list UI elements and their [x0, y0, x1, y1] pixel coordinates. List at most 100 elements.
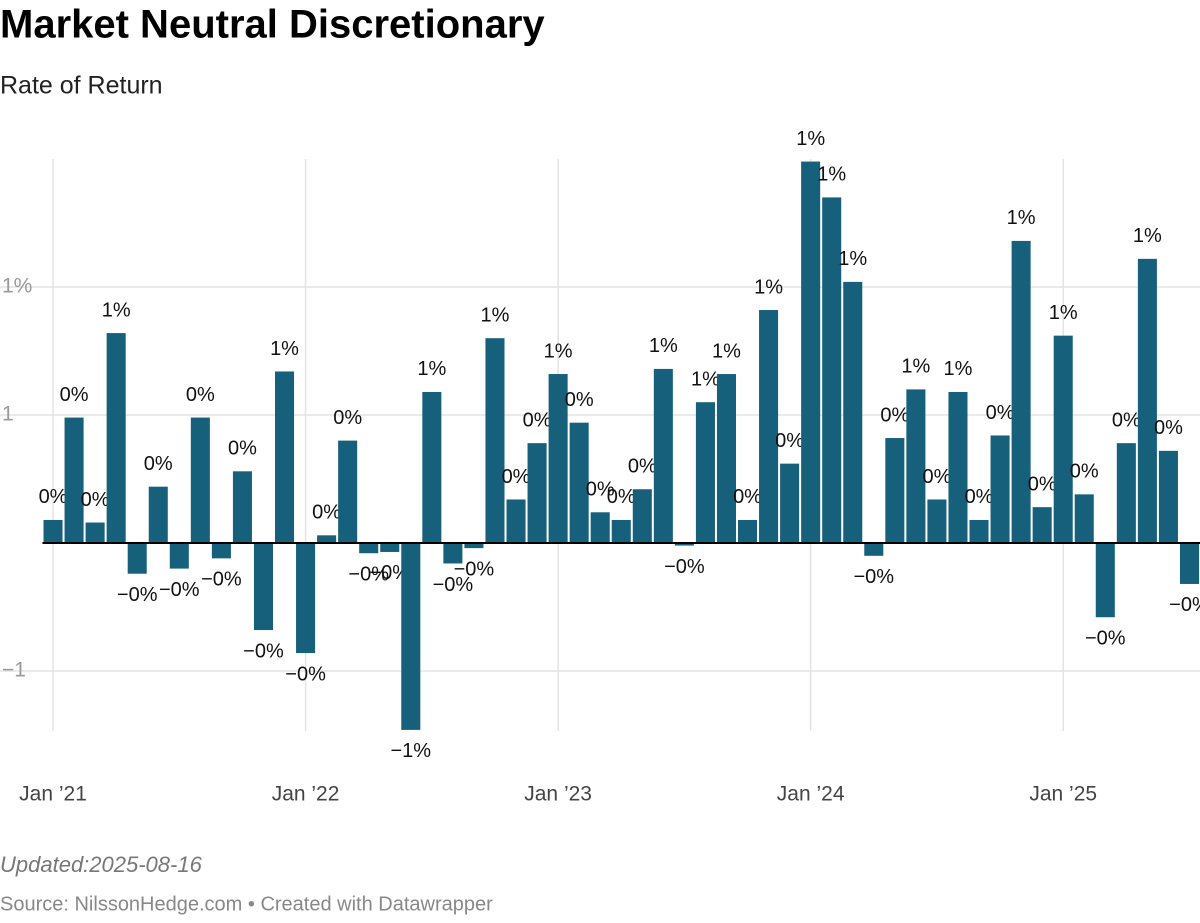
data-label: 0%	[586, 479, 615, 501]
data-label: −0%	[853, 566, 894, 588]
bar	[527, 443, 547, 543]
data-label: 1%	[796, 128, 825, 150]
bar	[611, 519, 631, 543]
bar	[822, 197, 842, 543]
bar	[569, 422, 589, 543]
data-label: 0%	[502, 466, 531, 488]
bar	[85, 522, 105, 543]
data-label: −0%	[243, 640, 284, 662]
bar	[632, 489, 652, 543]
bar	[1095, 543, 1115, 618]
data-label: −0%	[1169, 594, 1200, 616]
data-label: 1%	[712, 340, 741, 362]
data-label: −0%	[369, 562, 410, 584]
bar	[359, 543, 379, 554]
data-label: 0%	[1028, 473, 1057, 495]
bar	[590, 512, 610, 543]
bar	[317, 535, 337, 543]
bar	[232, 471, 252, 543]
data-label: −0%	[285, 663, 326, 685]
data-label: 1%	[944, 358, 973, 380]
updated-note: Updated:2025-08-16	[0, 852, 203, 877]
data-label: 0%	[1154, 417, 1183, 439]
bar	[485, 338, 505, 543]
data-label: −0%	[201, 569, 242, 591]
data-label: 0%	[333, 407, 362, 429]
data-label: 1%	[649, 335, 678, 357]
x-tick-label: Jan ’24	[777, 783, 845, 806]
data-label: 1%	[1007, 207, 1036, 229]
bar	[506, 499, 526, 543]
data-label: 0%	[1112, 409, 1141, 431]
data-label: 0%	[965, 486, 994, 508]
y-tick-label: 1%	[2, 275, 32, 298]
bar	[1032, 507, 1052, 543]
bar	[64, 417, 84, 543]
data-label: 1%	[544, 340, 573, 362]
bar	[296, 543, 316, 654]
data-label: −0%	[433, 574, 474, 596]
bar	[738, 519, 758, 543]
data-label: 1%	[481, 304, 510, 326]
bar	[190, 417, 210, 543]
bar	[969, 519, 989, 543]
bar	[653, 368, 673, 543]
data-label: 0%	[880, 404, 909, 426]
bar	[401, 543, 421, 730]
data-label: 0%	[186, 384, 215, 406]
bar	[843, 281, 863, 543]
data-label: 0%	[81, 489, 110, 511]
bar	[906, 389, 926, 543]
data-label: −0%	[117, 584, 158, 606]
bar	[43, 519, 63, 543]
data-label: −0%	[454, 558, 495, 580]
data-label: 0%	[733, 486, 762, 508]
bar	[127, 543, 147, 574]
bar	[1158, 450, 1178, 543]
bar	[338, 440, 358, 543]
data-label: 0%	[228, 438, 257, 460]
chart-subtitle: Rate of Return	[0, 72, 163, 100]
data-label: 0%	[312, 502, 341, 524]
data-label: 1%	[901, 356, 930, 378]
bar	[422, 391, 442, 543]
bar	[464, 543, 484, 549]
data-label: 0%	[775, 430, 804, 452]
bar	[443, 543, 463, 564]
bar	[695, 402, 715, 543]
data-label: 0%	[1070, 461, 1099, 483]
source-note: Source: NilssonHedge.com • Created with …	[0, 893, 493, 915]
bar	[674, 543, 694, 546]
x-tick-label: Jan ’22	[272, 783, 340, 806]
data-label: 1%	[691, 368, 720, 390]
data-label: 0%	[986, 402, 1015, 424]
bar	[148, 486, 168, 543]
x-tick-label: Jan ’25	[1029, 783, 1097, 806]
bar	[885, 438, 905, 543]
bar	[927, 499, 947, 543]
data-label: 0%	[628, 456, 657, 478]
y-tick-label: 1	[2, 403, 14, 426]
data-label: 0%	[523, 409, 552, 431]
data-label: 1%	[270, 338, 299, 360]
bar	[716, 374, 736, 543]
data-label: 0%	[565, 389, 594, 411]
bar	[990, 435, 1010, 543]
data-label: 0%	[60, 384, 89, 406]
bar	[1137, 258, 1157, 543]
data-label: −0%	[348, 564, 389, 586]
data-label: −0%	[1085, 628, 1126, 650]
bar	[801, 161, 821, 543]
data-label: −1%	[390, 740, 431, 762]
data-label: 1%	[1133, 225, 1162, 247]
data-label: 0%	[144, 453, 173, 475]
x-tick-label: Jan ’21	[19, 783, 87, 806]
chart-title: Market Neutral Discretionary	[0, 3, 545, 47]
bar	[780, 463, 800, 543]
data-label: 0%	[607, 486, 636, 508]
bar	[169, 543, 189, 569]
bar	[380, 543, 400, 552]
bar	[275, 371, 295, 543]
data-label: 1%	[417, 358, 446, 380]
